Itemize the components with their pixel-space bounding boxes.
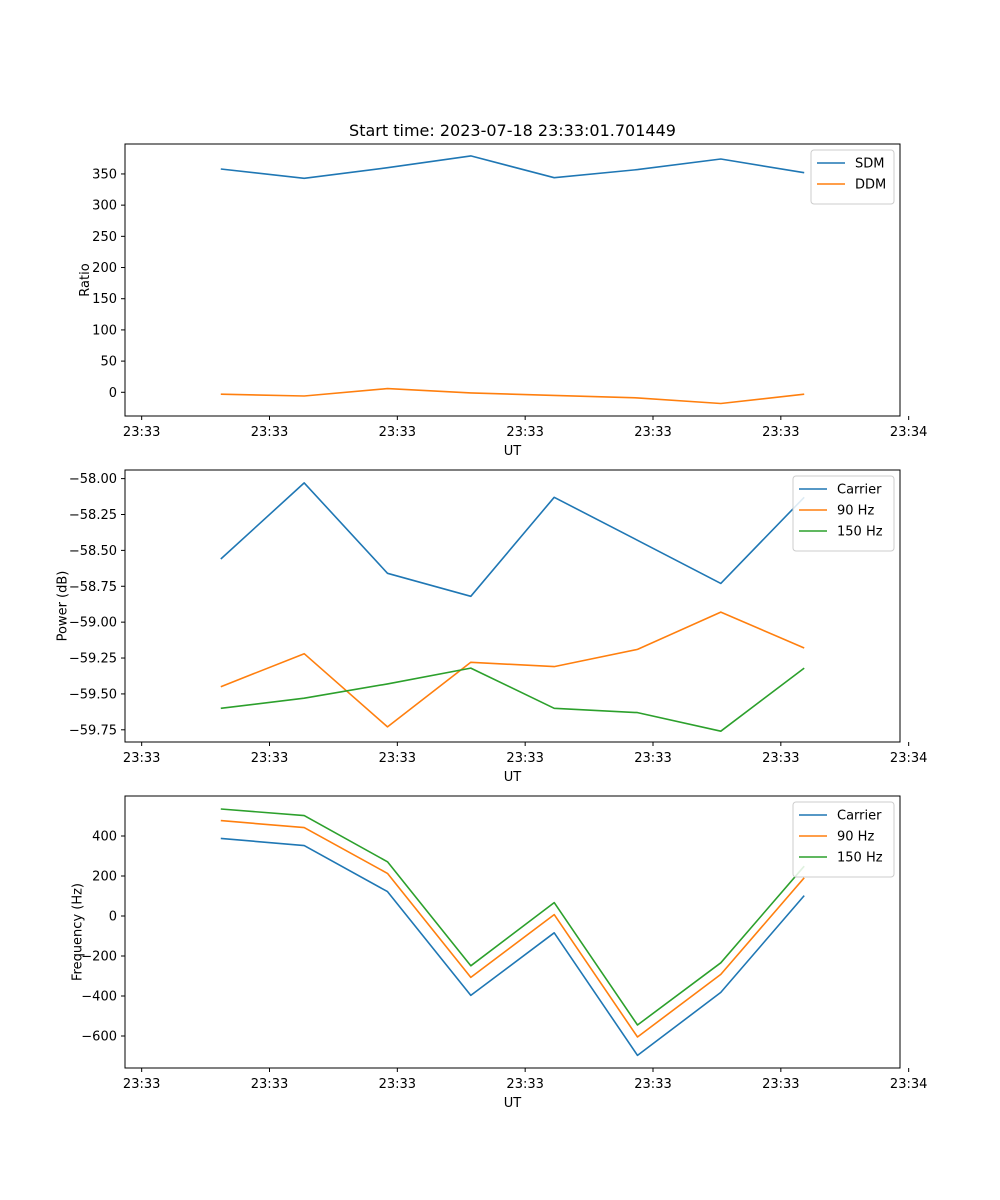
x-tick-label: 23:33 <box>634 425 671 440</box>
legend: Carrier 90 Hz 150 Hz <box>792 475 895 552</box>
x-axis: 23:33 23:33 23:33 23:33 23:33 23:33 23:34 <box>123 416 927 440</box>
x-tick-label: 23:33 <box>379 1077 416 1092</box>
x-tick-label: 23:33 <box>123 1077 160 1092</box>
y-tick-label: −58.75 <box>69 580 117 595</box>
legend-label: DDM <box>855 178 886 193</box>
y-tick-label: 400 <box>92 830 117 845</box>
y-axis: −58.00 −58.25 −58.50 −58.75 −59.00 −59.25 −59.… <box>69 472 125 738</box>
series-lines <box>220 155 805 405</box>
series-line-sdm <box>220 155 805 180</box>
y-tick-label: −600 <box>81 1030 117 1045</box>
legend-box <box>792 475 895 552</box>
x-tick-label: 23:33 <box>506 751 543 766</box>
x-tick-label: 23:33 <box>634 1077 671 1092</box>
y-tick-label: −59.75 <box>69 723 117 738</box>
y-tick-label: −58.50 <box>69 544 117 559</box>
axes-frame <box>124 795 901 1069</box>
y-axis-label: Power (dB) <box>56 571 71 642</box>
series-lines <box>220 482 805 733</box>
y-axis-label: Frequency (Hz) <box>70 883 85 981</box>
series-line-150-hz <box>220 808 805 1026</box>
series-line-90-hz <box>220 819 805 1038</box>
y-tick-label: −59.25 <box>69 652 117 667</box>
x-axis: 23:33 23:33 23:33 23:33 23:33 23:33 23:34 <box>123 1068 927 1092</box>
x-tick-label: 23:33 <box>506 425 543 440</box>
x-tick-label: 23:33 <box>123 425 160 440</box>
y-tick-label: −59.00 <box>69 616 117 631</box>
x-tick-label: 23:33 <box>379 425 416 440</box>
x-tick-label: 23:33 <box>251 1077 288 1092</box>
y-tick-label: 100 <box>92 323 117 338</box>
y-tick-label: 0 <box>109 386 117 401</box>
legend-label: Carrier <box>837 483 882 498</box>
chart-panel-1: Start time: 2023-07-18 23:33:01.701449 23… <box>78 121 928 459</box>
series-line-90-hz <box>220 611 805 728</box>
y-tick-label: 0 <box>109 910 117 925</box>
x-tick-label: 23:33 <box>506 1077 543 1092</box>
legend-label: 150 Hz <box>837 525 883 540</box>
axes-frame <box>124 469 901 743</box>
series-line-carrier <box>220 837 805 1057</box>
series-lines <box>220 808 805 1057</box>
legend-label: Carrier <box>837 809 882 824</box>
y-axis-label: Ratio <box>78 263 93 296</box>
legend-box <box>792 801 895 878</box>
x-axis-label: UT <box>504 770 522 785</box>
x-tick-label: 23:34 <box>890 425 927 440</box>
x-axis: 23:33 23:33 23:33 23:33 23:33 23:33 23:34 <box>123 742 927 766</box>
y-axis: 0 50 100 150 200 250 300 350 <box>92 167 125 401</box>
y-tick-label: −200 <box>81 950 117 965</box>
y-tick-label: 150 <box>92 292 117 307</box>
chart-panel-2: 23:33 23:33 23:33 23:33 23:33 23:33 23:34 UT −58… <box>56 469 927 785</box>
y-tick-label: 250 <box>92 230 117 245</box>
x-tick-label: 23:34 <box>890 1077 927 1092</box>
axes-frame <box>124 143 901 417</box>
chart-panel-3: 23:33 23:33 23:33 23:33 23:33 23:33 23:34 UT 400… <box>70 795 927 1111</box>
y-tick-label: 200 <box>92 870 117 885</box>
x-tick-label: 23:33 <box>762 1077 799 1092</box>
legend-label: 90 Hz <box>837 504 874 519</box>
y-tick-label: 200 <box>92 261 117 276</box>
x-tick-label: 23:33 <box>634 751 671 766</box>
y-tick-label: 350 <box>92 167 117 182</box>
x-tick-label: 23:33 <box>251 425 288 440</box>
x-tick-label: 23:33 <box>762 425 799 440</box>
x-axis-label: UT <box>504 444 522 459</box>
y-tick-label: −58.25 <box>69 508 117 523</box>
y-axis: 400 200 0 −200 −400 −600 <box>81 830 125 1045</box>
legend-label: 150 Hz <box>837 851 883 866</box>
y-tick-label: −400 <box>81 990 117 1005</box>
legend: SDM DDM <box>810 149 895 205</box>
y-tick-label: −59.50 <box>69 687 117 702</box>
y-tick-label: −58.00 <box>69 472 117 487</box>
x-axis-label: UT <box>504 1096 522 1111</box>
y-tick-label: 300 <box>92 199 117 214</box>
x-tick-label: 23:33 <box>123 751 160 766</box>
legend-label: SDM <box>855 157 884 172</box>
y-tick-label: 50 <box>100 355 117 370</box>
legend: Carrier 90 Hz 150 Hz <box>792 801 895 878</box>
x-tick-label: 23:33 <box>251 751 288 766</box>
series-line-ddm <box>220 387 805 405</box>
x-tick-label: 23:33 <box>762 751 799 766</box>
series-line-carrier <box>220 482 805 598</box>
x-tick-label: 23:33 <box>379 751 416 766</box>
x-tick-label: 23:34 <box>890 751 927 766</box>
series-line-150-hz <box>220 667 805 733</box>
chart-title: Start time: 2023-07-18 23:33:01.701449 <box>349 121 676 140</box>
legend-label: 90 Hz <box>837 830 874 845</box>
